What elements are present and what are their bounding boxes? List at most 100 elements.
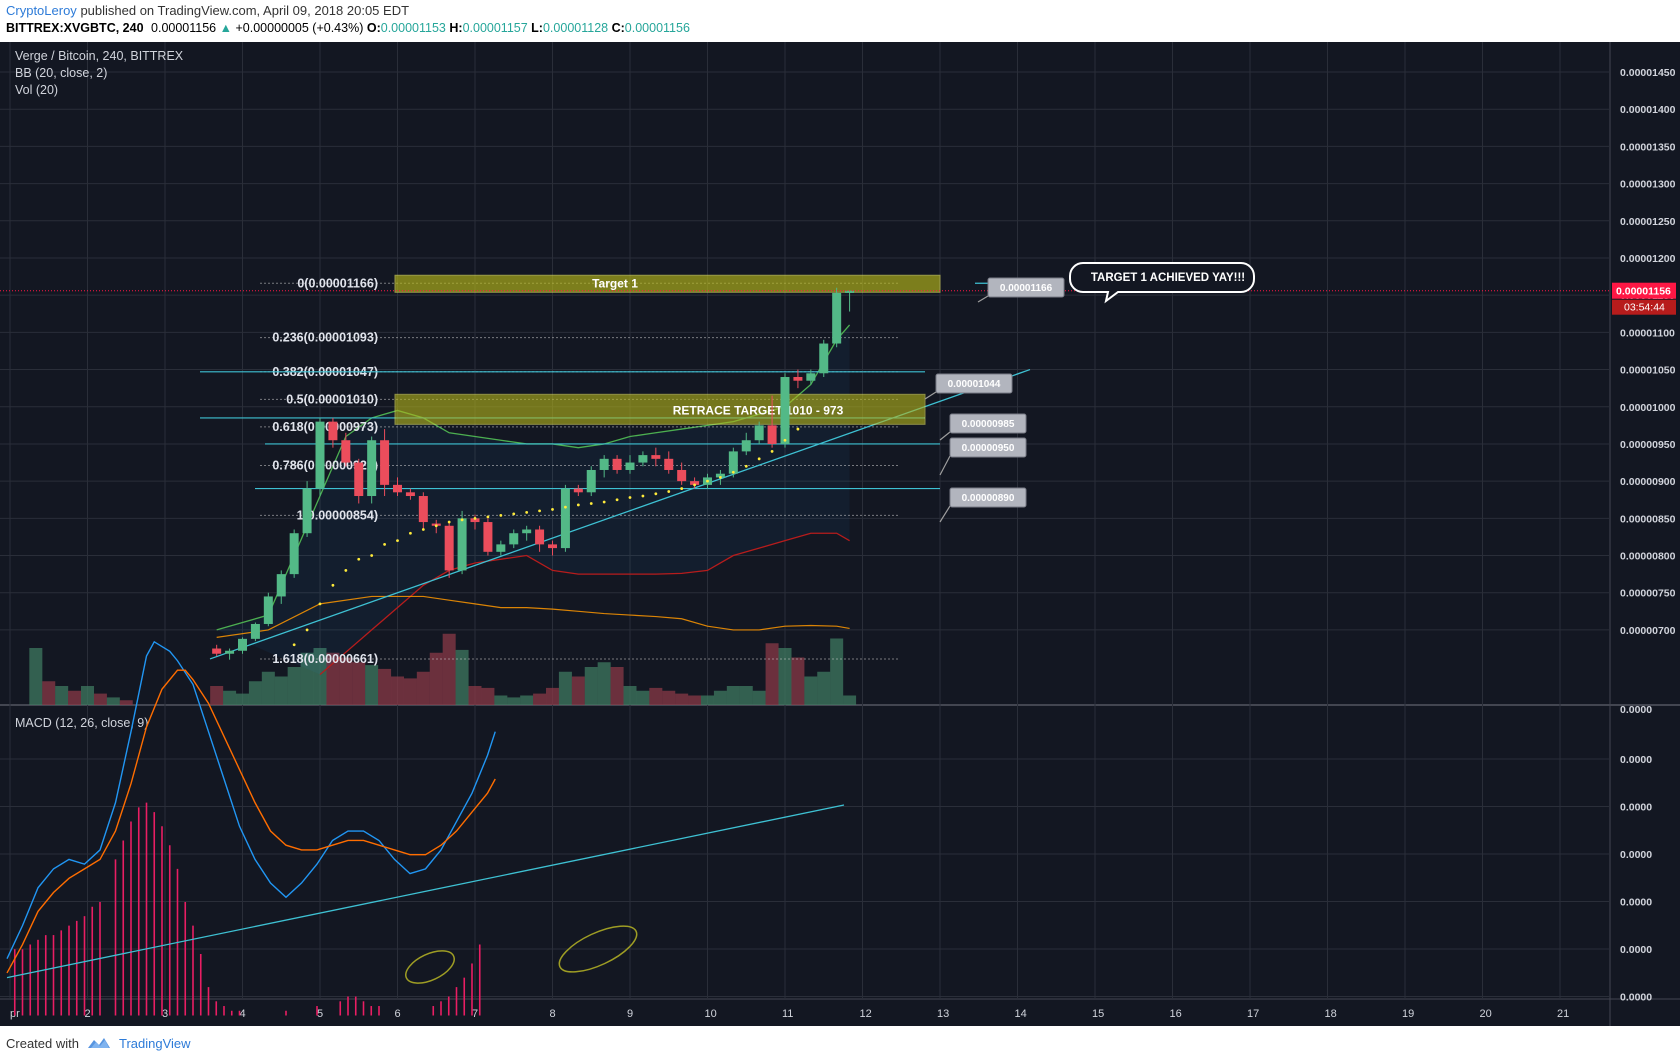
- up-arrow-icon: ▲: [219, 21, 232, 35]
- callout-pointer: [939, 505, 951, 523]
- retrace-box: [394, 393, 926, 425]
- psar-dot: [447, 520, 451, 524]
- psar-dot: [370, 554, 374, 557]
- target1-box: [394, 274, 941, 293]
- psar-dot: [305, 628, 309, 632]
- volume-bar: [248, 681, 262, 705]
- volume-bar: [791, 657, 805, 705]
- price-tick-label: 0.00001450: [1620, 67, 1676, 79]
- psar-dot: [344, 569, 348, 572]
- retrace-label: RETRACE TARGET 1010 - 973: [673, 403, 844, 417]
- volume-bar: [571, 676, 585, 705]
- volume-bar: [93, 693, 107, 705]
- countdown-tag: [1612, 299, 1676, 315]
- psar-dot: [551, 508, 554, 511]
- volume-bar: [274, 676, 288, 705]
- volume-bar: [610, 667, 624, 705]
- time-tick-label: 14: [1015, 1008, 1027, 1020]
- created-with-text: Created with: [6, 1035, 79, 1051]
- tradingview-logo-icon: [87, 1038, 110, 1048]
- macd-tick-label: 0.0000: [1620, 944, 1652, 956]
- time-tick-label: 11: [782, 1008, 793, 1020]
- time-tick-label: 21: [1557, 1008, 1569, 1020]
- psar-dot: [628, 496, 632, 499]
- signal-line: [6, 669, 496, 974]
- open-value: 0.00001153: [380, 21, 446, 35]
- psar-dot: [460, 518, 464, 522]
- macd-legend: MACD (12, 26, close, 9): [15, 716, 148, 730]
- psar-dot: [434, 524, 438, 528]
- macd-cross-highlight: [558, 925, 638, 973]
- candle-body: [483, 522, 493, 552]
- time-tick-label: 8: [550, 1008, 556, 1020]
- macd-tick-label: 0.0000: [1620, 802, 1652, 814]
- price-tick-label: 0.00001250: [1620, 216, 1676, 228]
- price-tick-label: 0.00001000: [1620, 402, 1676, 414]
- candle-body: [638, 455, 648, 463]
- volume-bar: [584, 667, 598, 705]
- volume-bar: [701, 695, 714, 705]
- price-tick-label: 0.00000950: [1620, 439, 1676, 451]
- volume-bar: [494, 695, 508, 705]
- psar-dot: [357, 557, 361, 561]
- publish-info: CryptoLeroy published on TradingView.com…: [6, 3, 409, 21]
- volume-bar: [455, 649, 469, 705]
- author-link[interactable]: CryptoLeroy: [6, 3, 77, 18]
- psar-dot: [383, 542, 386, 546]
- price-callout-box: [987, 277, 1065, 298]
- volume-bar: [391, 676, 404, 705]
- volume-bar: [843, 695, 857, 705]
- candle-body: [780, 377, 790, 444]
- time-tick-label: 3: [162, 1008, 168, 1020]
- price-callout-text: 0.00000985: [962, 419, 1015, 430]
- volume-bar: [739, 686, 753, 705]
- psar-dot: [719, 476, 722, 479]
- macd-trend-line: [6, 804, 845, 979]
- psar-dot: [706, 479, 709, 483]
- price-tick-label: 0.00000850: [1620, 513, 1676, 525]
- psar-dot: [499, 513, 503, 517]
- price-callout-box: [949, 437, 1027, 458]
- fib-level-label: 1(0.00000854): [297, 508, 378, 522]
- publish-text: published on TradingView.com, April 09, …: [80, 3, 410, 18]
- macd-tick-label: 0.0000: [1620, 849, 1652, 861]
- chart-area[interactable]: pr234567891011121314151617181920210.0000…: [0, 42, 1680, 1051]
- psar-dot: [744, 464, 748, 468]
- psar-dot: [396, 539, 399, 543]
- candle-body: [418, 496, 428, 523]
- chart-svg[interactable]: pr234567891011121314151617181920210.0000…: [0, 42, 1680, 1051]
- time-tick-label: 15: [1092, 1008, 1104, 1020]
- candle-body: [405, 492, 415, 497]
- volume-bar: [558, 671, 572, 705]
- psar-dot: [318, 602, 322, 606]
- price-tick-label: 0.00001400: [1620, 104, 1676, 116]
- price-tick-label: 0.00000900: [1620, 476, 1676, 488]
- volume-bar: [106, 697, 120, 705]
- price-callout-box: [949, 413, 1027, 434]
- psar-dot: [602, 500, 606, 504]
- volume-bar: [313, 648, 327, 705]
- footer: Created with TradingView: [6, 1032, 191, 1054]
- candle-body: [806, 373, 816, 381]
- low-value: 0.00001128: [542, 21, 609, 35]
- psar-dot: [512, 512, 516, 516]
- psar-dot: [770, 449, 774, 453]
- candle-body: [276, 574, 286, 597]
- high-label: H:: [449, 21, 463, 35]
- candle-body: [470, 518, 480, 523]
- candle-body: [651, 455, 661, 459]
- macd-tick-label: 0.0000: [1620, 754, 1652, 766]
- price-callout-box: [949, 487, 1027, 508]
- volume-bar: [830, 638, 844, 705]
- volume-ma-line: [216, 595, 850, 638]
- macd-tick-label: 0.0000: [1620, 992, 1652, 1004]
- candle-body: [535, 529, 545, 545]
- candle-body: [728, 451, 738, 474]
- tradingview-link[interactable]: TradingView: [118, 1035, 191, 1051]
- fib-level-label: 0.786(0.00000921): [272, 459, 378, 473]
- close-label: C:: [611, 21, 625, 35]
- plot-background: [0, 42, 1680, 1026]
- volume-bar: [68, 690, 82, 705]
- psar-dot: [641, 494, 645, 498]
- bb-legend: BB (20, close, 2): [15, 66, 107, 80]
